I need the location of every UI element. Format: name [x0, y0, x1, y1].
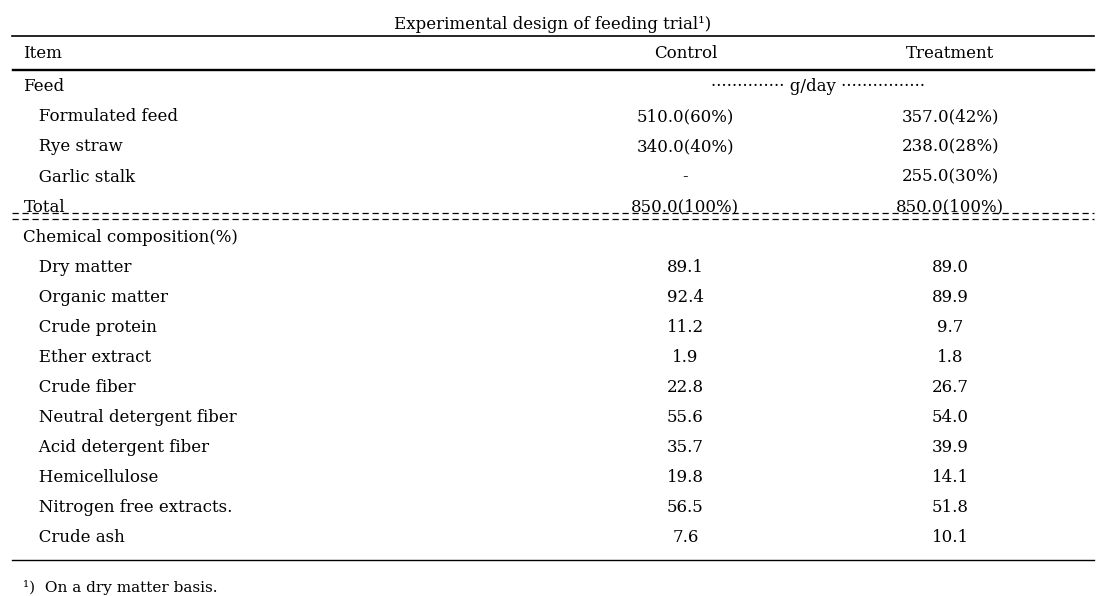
Text: 55.6: 55.6 [667, 409, 703, 426]
Text: 850.0(100%): 850.0(100%) [896, 198, 1004, 216]
Text: 54.0: 54.0 [931, 409, 969, 426]
Text: Feed: Feed [23, 79, 64, 95]
Text: 238.0(28%): 238.0(28%) [901, 138, 999, 156]
Text: Crude fiber: Crude fiber [23, 379, 136, 396]
Text: 92.4: 92.4 [667, 288, 703, 306]
Text: 11.2: 11.2 [667, 319, 703, 336]
Text: Organic matter: Organic matter [23, 288, 168, 306]
Text: Neutral detergent fiber: Neutral detergent fiber [23, 409, 237, 426]
Text: 51.8: 51.8 [931, 499, 969, 516]
Text: Hemicellulose: Hemicellulose [23, 469, 159, 486]
Text: Formulated feed: Formulated feed [23, 108, 178, 125]
Text: 35.7: 35.7 [667, 439, 703, 456]
Text: -: - [682, 169, 688, 185]
Text: Nitrogen free extracts.: Nitrogen free extracts. [23, 499, 233, 516]
Text: Ether extract: Ether extract [23, 349, 152, 366]
Text: 850.0(100%): 850.0(100%) [632, 198, 740, 216]
Text: Treatment: Treatment [906, 45, 994, 62]
Text: Control: Control [654, 45, 717, 62]
Text: 340.0(40%): 340.0(40%) [637, 138, 734, 156]
Text: 14.1: 14.1 [931, 469, 969, 486]
Text: 7.6: 7.6 [672, 529, 699, 546]
Text: 255.0(30%): 255.0(30%) [901, 169, 999, 185]
Text: Item: Item [23, 45, 62, 62]
Text: 26.7: 26.7 [931, 379, 969, 396]
Text: ¹)  On a dry matter basis.: ¹) On a dry matter basis. [23, 580, 218, 595]
Text: 1.8: 1.8 [937, 349, 963, 366]
Text: ·············· g/day ················: ·············· g/day ················ [711, 79, 925, 95]
Text: 9.7: 9.7 [937, 319, 963, 336]
Text: Total: Total [23, 198, 65, 216]
Text: Experimental design of feeding trial¹): Experimental design of feeding trial¹) [395, 16, 711, 33]
Text: 1.9: 1.9 [672, 349, 699, 366]
Text: 357.0(42%): 357.0(42%) [901, 108, 999, 125]
Text: Dry matter: Dry matter [23, 259, 132, 276]
Text: 10.1: 10.1 [931, 529, 969, 546]
Text: 22.8: 22.8 [667, 379, 703, 396]
Text: 510.0(60%): 510.0(60%) [637, 108, 734, 125]
Text: 89.1: 89.1 [667, 259, 703, 276]
Text: 56.5: 56.5 [667, 499, 703, 516]
Text: Acid detergent fiber: Acid detergent fiber [23, 439, 209, 456]
Text: 39.9: 39.9 [931, 439, 969, 456]
Text: Garlic stalk: Garlic stalk [23, 169, 136, 185]
Text: 19.8: 19.8 [667, 469, 703, 486]
Text: Crude protein: Crude protein [23, 319, 157, 336]
Text: 89.9: 89.9 [931, 288, 969, 306]
Text: 89.0: 89.0 [931, 259, 969, 276]
Text: Chemical composition(%): Chemical composition(%) [23, 229, 238, 246]
Text: Crude ash: Crude ash [23, 529, 125, 546]
Text: Rye straw: Rye straw [23, 138, 123, 156]
